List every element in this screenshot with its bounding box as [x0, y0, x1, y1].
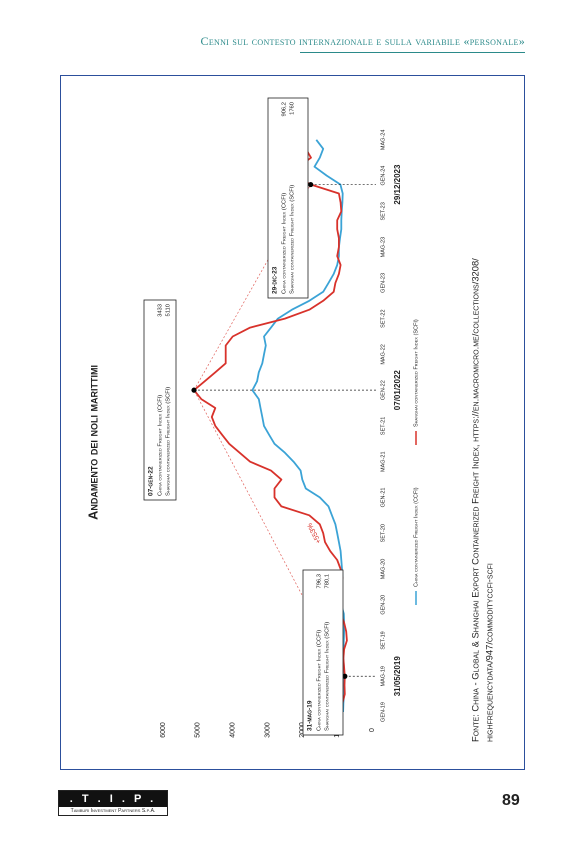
header-rule — [300, 52, 525, 53]
annotation-date: 31-mag-19 — [307, 700, 314, 731]
x-tick-label: SET-20 — [380, 524, 386, 542]
x-tick-label: GEN-20 — [380, 595, 386, 615]
marker-dot — [342, 673, 348, 679]
chart-title: Andamento dei noli marittimi — [85, 365, 100, 520]
annotation-value: 5110 — [166, 304, 172, 316]
logo-company: Tamburi Investment Partners S.p.A. — [70, 808, 156, 814]
annotation-value: 906,2 — [282, 102, 288, 117]
annotation-value: 1760 — [290, 102, 296, 115]
logo-mark: . T . I . P . — [59, 791, 167, 807]
x-tick-label: GEN-22 — [380, 380, 386, 400]
annotation-box — [143, 299, 177, 501]
x-tick-label: SET-21 — [380, 417, 386, 435]
chart-frame — [60, 75, 525, 770]
annotation-name: Shanghai containerized Freight Index (SC… — [166, 387, 172, 496]
x-tick-label: GEN-24 — [380, 166, 386, 186]
y-tick-label: 6000 — [160, 722, 167, 738]
x-tick-label: SET-19 — [380, 631, 386, 649]
x-tick-label: MAG-20 — [380, 559, 386, 579]
x-tick-label: GEN-19 — [380, 702, 386, 722]
rotated-chart: Andamento dei noli marittimi010002000300… — [85, 97, 494, 742]
annotation-value: 3433 — [158, 304, 164, 317]
legend-label: Shanghai containerized Freight Index (SC… — [413, 319, 419, 427]
annotation-date: 07-gen-22 — [148, 466, 155, 496]
x-tick-label: MAG-21 — [380, 451, 386, 471]
annotation-box — [302, 569, 344, 736]
marker-date: 29/12/2023 — [393, 164, 402, 205]
logo: . T . I . P . Tamburi Investment Partner… — [58, 790, 168, 816]
series-line — [251, 139, 346, 713]
source-note: Fonte: China - Global & Shanghai Export … — [469, 258, 480, 742]
marker-dot — [191, 387, 197, 393]
source-note: highfrequencydata/947/commodityccfi-scfi — [483, 563, 494, 742]
x-tick-label: SET-23 — [380, 202, 386, 220]
y-tick-label: 5000 — [195, 722, 202, 738]
annotation-box — [267, 97, 309, 299]
y-tick-label: 3000 — [264, 722, 271, 738]
marker-date: 07/01/2022 — [393, 370, 402, 411]
annotation-value: 796,3 — [317, 574, 323, 589]
annotation-name: China containerized Freight Index (CCFI) — [158, 395, 164, 496]
y-tick-label: 0 — [369, 728, 376, 732]
x-tick-label: GEN-23 — [380, 273, 386, 293]
annotation-value: 780,1 — [325, 574, 331, 589]
annotation-date: 29-dic-23 — [272, 266, 279, 294]
running-header: Cenni sul contesto internazionale e sull… — [200, 34, 525, 48]
marker-dot — [308, 181, 314, 188]
x-tick-label: MAG-19 — [380, 666, 386, 686]
annotation-name: Shanghai containerized Freight Index (SC… — [290, 185, 296, 294]
x-tick-label: MAG-24 — [380, 130, 386, 150]
annotation-name: Shanghai containerized Freight Index (SC… — [325, 622, 331, 731]
chart: Andamento dei noli marittimi010002000300… — [85, 97, 494, 742]
y-tick-label: 4000 — [230, 722, 237, 738]
page-number: 89 — [502, 792, 520, 809]
x-tick-label: GEN-21 — [380, 488, 386, 508]
x-tick-label: MAG-22 — [380, 344, 386, 364]
marker-date: 31/05/2019 — [393, 656, 402, 697]
annotation-name: China containerized Freight Index (CCFI) — [282, 193, 288, 294]
legend-label: China containerized Freight Index (CCFI) — [413, 487, 419, 587]
x-tick-label: MAG-23 — [380, 237, 386, 257]
x-tick-label: SET-22 — [380, 309, 386, 327]
annotation-name: China containerized Freight Index (CCFI) — [317, 630, 323, 731]
